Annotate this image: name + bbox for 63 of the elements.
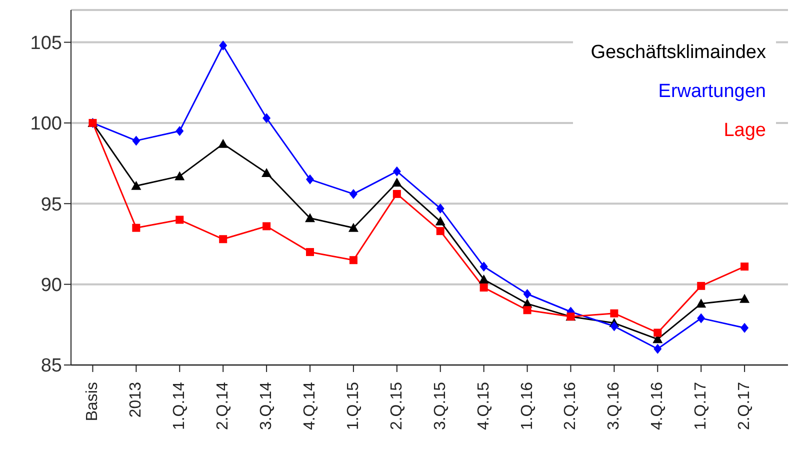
x-tick-label: 2013 <box>128 382 145 418</box>
point <box>697 282 706 290</box>
point <box>696 298 706 308</box>
point <box>436 203 444 214</box>
x-tick-label: 3.Q.16 <box>606 382 623 430</box>
text: Lage <box>722 120 766 142</box>
x-tick-label: 2.Q.14 <box>214 382 232 430</box>
point <box>262 113 271 124</box>
point <box>132 224 140 232</box>
point <box>349 188 358 199</box>
point <box>523 306 532 314</box>
point <box>132 136 140 146</box>
point <box>176 126 184 136</box>
point <box>305 213 315 222</box>
x-tick-label: 4.Q.14 <box>302 382 318 430</box>
point <box>610 321 618 332</box>
point <box>219 40 228 50</box>
y-tick-label: 95 <box>40 194 62 216</box>
point <box>219 235 228 244</box>
x-tick-label: 2.Q.17 <box>736 382 754 430</box>
point <box>176 216 184 224</box>
point <box>697 313 706 324</box>
point <box>392 178 402 187</box>
point <box>436 227 444 236</box>
x-tick-label: 1.Q.15 <box>344 382 362 430</box>
point <box>654 328 662 337</box>
point <box>306 174 314 184</box>
point <box>174 171 185 180</box>
x-tick-label: 2.Q.15 <box>388 382 406 430</box>
y-tick-label: 90 <box>40 275 62 296</box>
x-tick-label: 2.Q.16 <box>562 382 580 430</box>
x-tick-label: 4.Q.15 <box>475 382 492 430</box>
y-tick-label: 85 <box>40 356 62 377</box>
x-tick-label: Basis <box>84 382 102 422</box>
point <box>478 274 489 284</box>
y-tick-label: 105 <box>30 33 62 54</box>
point <box>480 262 488 272</box>
point <box>740 322 749 333</box>
point <box>740 294 750 303</box>
point <box>610 309 618 318</box>
point <box>306 248 314 256</box>
y-tick-label: 100 <box>30 114 62 135</box>
point <box>523 289 532 299</box>
point <box>348 222 358 232</box>
text: Erwartungen <box>657 81 766 103</box>
point <box>480 284 488 292</box>
text: Geschäftsklimaindex <box>590 42 766 64</box>
x-tick-label: 1.Q.14 <box>171 382 188 430</box>
x-tick-label: 4.Q.16 <box>649 382 666 430</box>
point <box>218 138 228 148</box>
x-tick-label: 1.Q.16 <box>518 382 536 430</box>
point <box>392 166 401 176</box>
point <box>654 344 662 354</box>
point <box>435 216 446 226</box>
point <box>392 190 401 198</box>
point <box>262 168 272 177</box>
point <box>262 222 271 230</box>
x-tick-label: 3.Q.14 <box>258 382 276 430</box>
point <box>131 180 142 190</box>
point <box>349 256 358 264</box>
point <box>740 262 749 271</box>
x-tick-label: 1.Q.17 <box>692 382 710 430</box>
x-tick-label: 3.Q.15 <box>432 382 449 430</box>
